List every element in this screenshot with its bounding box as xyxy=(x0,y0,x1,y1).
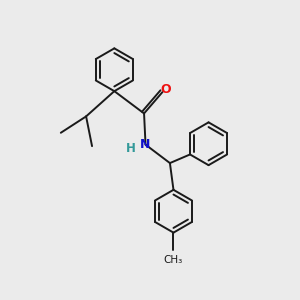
Text: O: O xyxy=(160,83,171,97)
Text: CH₃: CH₃ xyxy=(164,255,183,265)
Text: H: H xyxy=(126,142,136,155)
Text: N: N xyxy=(140,138,151,151)
